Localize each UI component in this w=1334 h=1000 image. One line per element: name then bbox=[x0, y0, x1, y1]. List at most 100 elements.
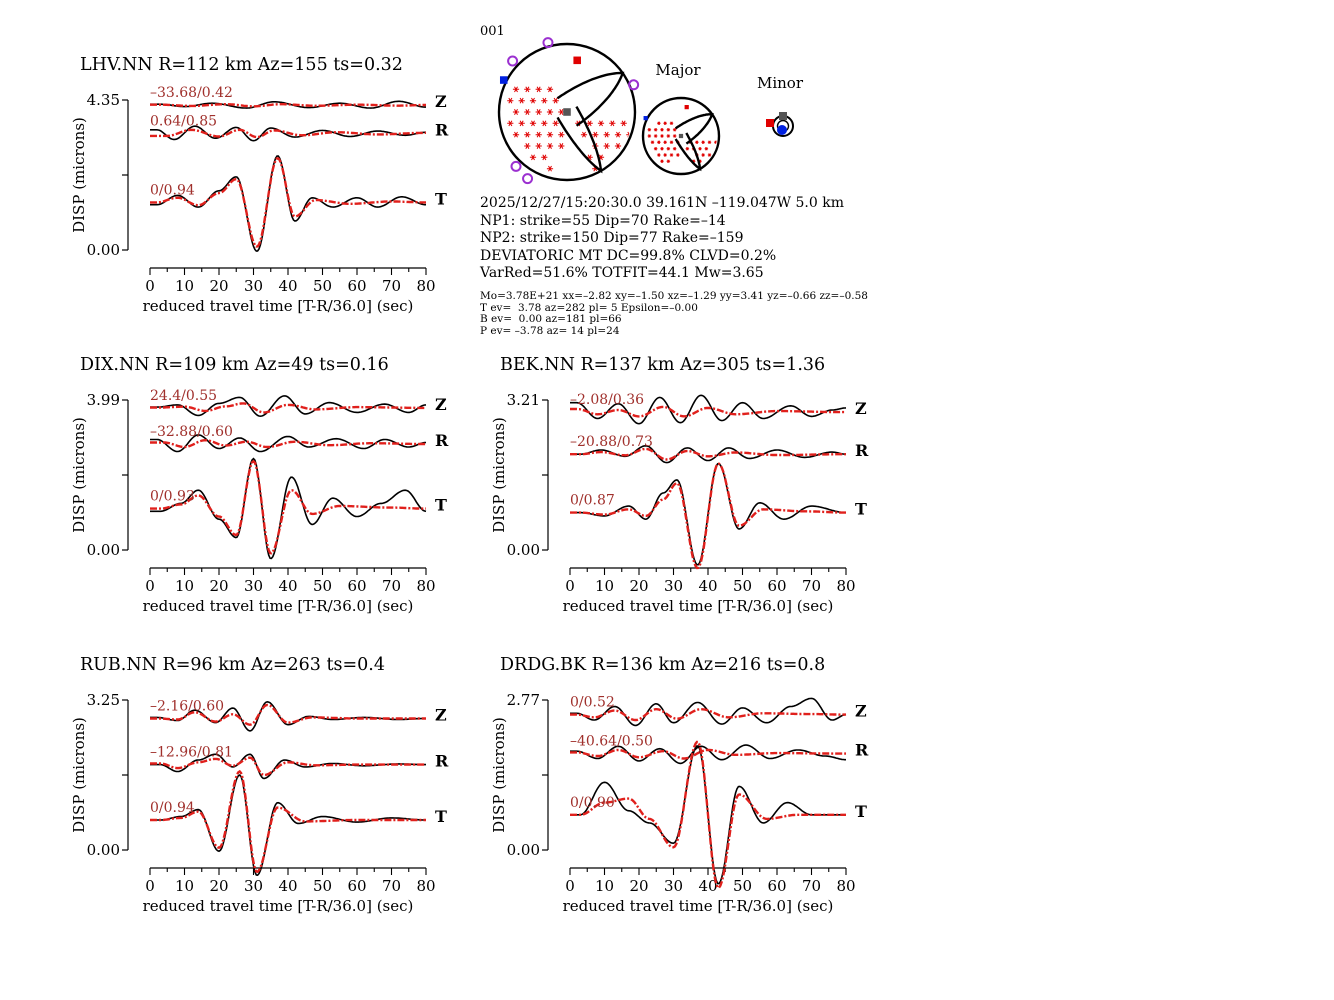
compression-asterisk bbox=[620, 120, 627, 127]
station-panel: DRDG.BK R=136 km Az=216 ts=0.8 2.77 0.00 DI… bbox=[490, 655, 869, 915]
compression-asterisk bbox=[518, 97, 525, 104]
x-tick-label: 20 bbox=[209, 277, 228, 295]
x-tick-label: 70 bbox=[382, 577, 401, 595]
y-tick-label: 0.00 bbox=[87, 541, 120, 559]
compression-asterisk bbox=[597, 120, 605, 127]
component-label: Z bbox=[435, 395, 447, 414]
x-tick-label: 20 bbox=[629, 577, 648, 595]
nodal-plane-1: NP1: strike=55 Dip=70 Rake=–14 bbox=[480, 212, 726, 229]
compression-asterisk bbox=[546, 86, 554, 93]
compression-asterisk bbox=[669, 153, 674, 157]
t-eigen-line: T ev= 3.78 az=282 pl= 5 Epsilon=–0.00 bbox=[480, 301, 698, 314]
minor-pressure-marker bbox=[777, 125, 787, 135]
compression-asterisk bbox=[614, 131, 622, 138]
station-marker bbox=[510, 160, 522, 172]
synthetic-trace-t bbox=[150, 157, 426, 248]
compression-asterisk bbox=[660, 159, 664, 164]
shift-correlation-label: –32.88/0.60 bbox=[150, 424, 233, 440]
compression-asterisk bbox=[666, 127, 671, 132]
origin-line: 2025/12/27/15:20:30.0 39.161N –119.047W … bbox=[480, 195, 844, 211]
compression-asterisk bbox=[672, 146, 677, 151]
nodal-plane-2-arc bbox=[674, 132, 702, 172]
y-tick-label: 3.21 bbox=[507, 391, 540, 409]
minor-label: Minor bbox=[757, 74, 804, 92]
x-tick-label: 40 bbox=[278, 277, 297, 295]
compression-asterisk bbox=[672, 127, 677, 132]
synthetic-trace-z bbox=[150, 402, 426, 414]
nodal-plane-1-arc bbox=[674, 113, 714, 145]
compression-asterisk bbox=[558, 143, 565, 149]
x-tick-label: 50 bbox=[733, 577, 752, 595]
compression-asterisk bbox=[535, 131, 542, 138]
fit-line: VarRed=51.6% TOTFIT=44.1 Mw=3.65 bbox=[480, 265, 764, 281]
compression-asterisk bbox=[541, 97, 548, 104]
deviatoric-line: DEVIATORIC MT DC=99.8% CLVD=0.2% bbox=[480, 247, 777, 264]
observed-trace-r bbox=[570, 444, 846, 464]
beachball-full bbox=[497, 37, 640, 185]
y-axis-label: DISP (microns) bbox=[490, 417, 508, 533]
synthetic-trace-z bbox=[570, 707, 846, 722]
x-tick-label: 10 bbox=[595, 877, 614, 895]
compression-asterisk bbox=[647, 127, 652, 132]
x-tick-label: 80 bbox=[416, 577, 435, 595]
x-tick-label: 10 bbox=[595, 577, 614, 595]
compression-asterisk bbox=[669, 121, 674, 126]
compression-asterisk bbox=[660, 146, 664, 151]
beachball-group: Major Minor bbox=[497, 37, 804, 185]
x-tick-label: 70 bbox=[382, 877, 401, 895]
compression-asterisk bbox=[546, 143, 554, 149]
compression-asterisk bbox=[666, 146, 671, 151]
synthetic-trace-r bbox=[150, 756, 426, 777]
component-label: Z bbox=[855, 702, 867, 721]
nodal-plane-2-arc bbox=[556, 105, 603, 174]
shift-correlation-label: 0/0.52 bbox=[570, 695, 615, 711]
b-eigen-line: B ev= 0.00 az=181 pl=66 bbox=[480, 313, 622, 325]
compression-asterisk bbox=[653, 127, 658, 132]
compression-asterisk bbox=[660, 134, 664, 138]
component-label: T bbox=[435, 496, 447, 515]
x-tick-label: 10 bbox=[175, 277, 194, 295]
observed-trace-z bbox=[150, 395, 427, 418]
x-axis-label: reduced travel time [T-R/36.0] (sec) bbox=[143, 297, 414, 315]
observed-trace-t bbox=[570, 462, 846, 566]
synthetic-trace-z bbox=[150, 103, 426, 108]
waveform-panels: LHV.NN R=112 km Az=155 ts=0.324.350.00DI… bbox=[70, 55, 869, 915]
synthetic-trace-r bbox=[150, 128, 426, 139]
station-title: LHV.NN R=112 km Az=155 ts=0.32 bbox=[80, 55, 403, 75]
minor-null-marker bbox=[779, 112, 787, 120]
x-tick-label: 10 bbox=[175, 877, 194, 895]
compression-asterisk bbox=[707, 140, 712, 145]
compression-asterisk bbox=[529, 154, 537, 161]
compression-asterisk bbox=[529, 120, 537, 127]
compression-asterisk bbox=[524, 131, 531, 138]
observed-trace-r bbox=[150, 125, 427, 142]
shift-correlation-label: –12.96/0.81 bbox=[150, 745, 233, 761]
compression-asterisk bbox=[676, 153, 680, 157]
shift-correlation-label: 24.4/0.55 bbox=[150, 388, 217, 404]
x-tick-label: 30 bbox=[664, 877, 683, 895]
component-label: Z bbox=[855, 399, 867, 418]
compression-asterisk bbox=[524, 109, 531, 115]
x-tick-label: 20 bbox=[629, 877, 648, 895]
synthetic-trace-t bbox=[150, 769, 426, 873]
synthetic-trace-t bbox=[570, 740, 846, 890]
compression-asterisk bbox=[580, 131, 588, 138]
x-tick-label: 10 bbox=[175, 577, 194, 595]
minor-tension-marker bbox=[766, 119, 774, 127]
compression-asterisk bbox=[698, 146, 702, 151]
station-marker bbox=[542, 37, 554, 49]
nodal-plane-1-arc bbox=[556, 71, 625, 127]
component-label: Z bbox=[435, 705, 447, 724]
y-tick-label: 2.77 bbox=[507, 691, 540, 709]
x-tick-label: 50 bbox=[313, 277, 332, 295]
shift-correlation-label: –2.16/0.60 bbox=[150, 698, 224, 714]
x-tick-label: 60 bbox=[767, 577, 786, 595]
y-axis-label: DISP (microns) bbox=[70, 717, 88, 833]
shift-correlation-label: –40.64/0.50 bbox=[570, 734, 653, 750]
x-tick-label: 80 bbox=[416, 277, 435, 295]
compression-asterisk bbox=[518, 120, 525, 127]
compression-asterisk bbox=[541, 154, 548, 161]
compression-asterisk bbox=[704, 146, 709, 151]
y-tick-label: 0.00 bbox=[507, 841, 540, 859]
compression-asterisk bbox=[657, 153, 661, 157]
